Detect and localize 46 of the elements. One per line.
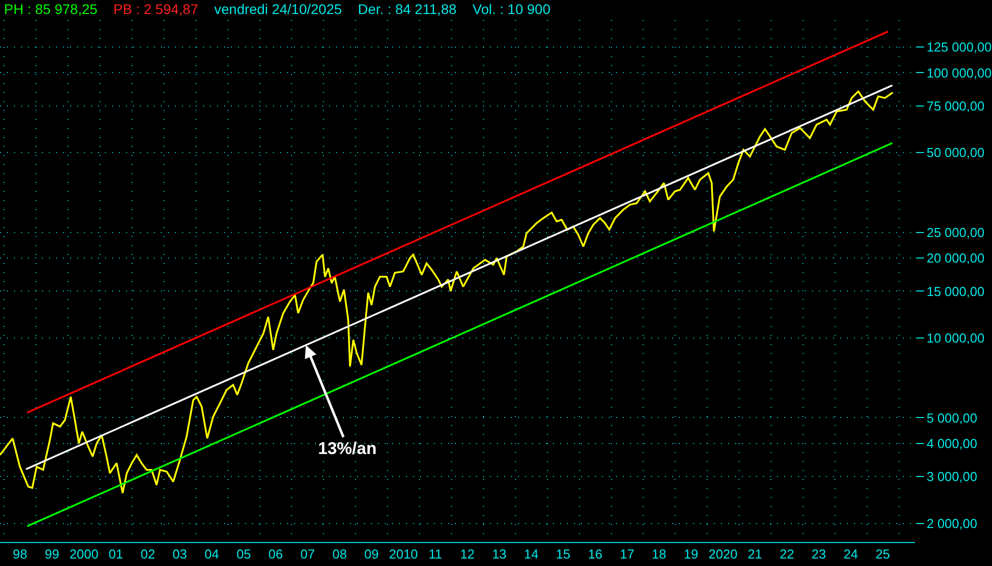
x-tick-label: 11 — [428, 546, 442, 562]
x-tick-label: 12 — [460, 546, 475, 562]
text: PH : 85 978,25 — [4, 1, 98, 17]
x-tick-label: 99 — [44, 546, 60, 562]
x-tick-label: 21 — [748, 546, 762, 562]
x-tick-label: 17 — [620, 546, 634, 562]
x-tick-label: 2010 — [388, 546, 418, 562]
y-tick-label: 4 000,00 — [926, 436, 978, 451]
text: PB : 2 594,87 — [113, 1, 198, 17]
x-tick-label: 13 — [492, 546, 507, 562]
x-tick-label: 15 — [556, 546, 570, 562]
text: vendredi 24/10/2025 — [214, 1, 342, 17]
text: Vol. : 10 900 — [472, 1, 550, 17]
x-tick-label: 19 — [684, 546, 698, 562]
y-tick-label: 20 000,00 — [926, 250, 984, 266]
x-tick-label: 24 — [844, 546, 858, 562]
y-tick-label: 2 000,00 — [926, 516, 978, 531]
x-tick-label: 18 — [652, 546, 666, 562]
x-tick-label: 05 — [236, 546, 251, 562]
x-tick-label: 03 — [172, 546, 187, 562]
y-tick-label: 50 000,00 — [926, 145, 984, 160]
annotation: 13%/an — [318, 439, 377, 458]
y-tick-label: 125 000,00 — [926, 40, 992, 55]
y-tick-label: 15 000,00 — [926, 284, 984, 299]
x-tick-label: 14 — [524, 546, 538, 562]
y-tick-label: 10 000,00 — [926, 330, 984, 346]
x-tick-label: 07 — [300, 546, 315, 562]
x-tick-label: 98 — [12, 546, 28, 562]
x-tick-label: 02 — [140, 546, 156, 562]
x-tick-label: 2000 — [70, 546, 98, 562]
y-tick-label: 100 000,00 — [926, 65, 992, 80]
y-tick-label: 5 000,00 — [926, 410, 978, 426]
text: Der. : 84 211,88 — [358, 1, 457, 17]
x-tick-label: 04 — [204, 546, 220, 562]
x-tick-label: 01 — [108, 546, 124, 562]
x-tick-label: 09 — [364, 546, 379, 562]
y-tick-label: 3 000,00 — [926, 469, 978, 484]
x-tick-label: 08 — [332, 546, 347, 562]
x-tick-label: 22 — [780, 546, 794, 562]
x-tick-label: 2020 — [708, 546, 738, 562]
y-tick-label: 25 000,00 — [926, 224, 984, 240]
x-tick-label: 25 — [875, 546, 890, 562]
x-tick-label: 06 — [268, 546, 283, 562]
x-tick-label: 16 — [588, 546, 602, 562]
y-tick-label: 75 000,00 — [926, 98, 984, 114]
x-tick-label: 23 — [812, 546, 826, 562]
